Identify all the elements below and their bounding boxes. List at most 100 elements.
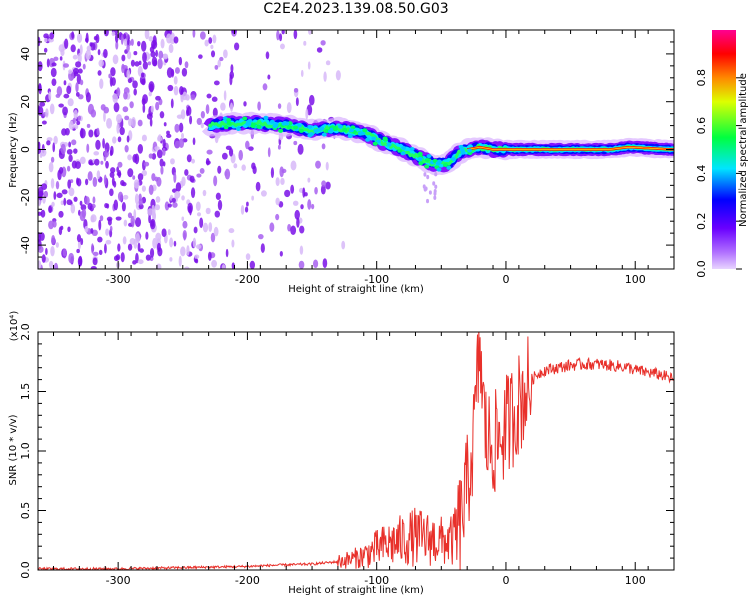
noise-blob (169, 257, 173, 262)
noise-blob (186, 105, 192, 116)
noise-blob (120, 252, 125, 263)
noise-blob (66, 148, 73, 155)
noise-blob (174, 123, 180, 133)
noise-blob (325, 161, 329, 171)
noise-blob (62, 248, 67, 257)
noise-blob (132, 80, 138, 89)
noise-blob (122, 106, 129, 113)
noise-blob (157, 135, 163, 142)
noise-blob (228, 148, 234, 157)
noise-blob (46, 140, 51, 146)
ridge-spot (251, 122, 257, 127)
noise-blob (293, 87, 299, 93)
noise-blob (75, 91, 80, 97)
noise-blob (134, 193, 139, 205)
noise-blob (130, 215, 135, 226)
y-tick-label: 0.0 (19, 561, 32, 579)
noise-blob (117, 243, 121, 252)
noise-blob (184, 169, 189, 176)
noise-blob (77, 115, 82, 121)
noise-blob (220, 102, 226, 111)
ridge-spot (307, 124, 313, 129)
noise-blob (214, 64, 219, 70)
noise-blob (84, 196, 90, 205)
x-tick-label: -200 (235, 574, 260, 587)
noise-blob (60, 200, 64, 206)
noise-blob (132, 154, 138, 163)
ridge-spot (327, 129, 333, 134)
noise-blob (141, 78, 146, 86)
noise-blob (240, 204, 245, 215)
noise-blob (140, 40, 147, 52)
ridge-core-highlight (467, 146, 674, 150)
noise-blob (72, 54, 78, 60)
noise-blob (148, 184, 154, 196)
x-tick-label: -300 (106, 273, 131, 286)
noise-blob (121, 54, 126, 62)
noise-blob (130, 38, 134, 46)
noise-blob (217, 59, 221, 68)
ridge-spot (362, 128, 368, 133)
noise-blob (63, 93, 70, 99)
noise-blob (160, 165, 164, 175)
noise-blob (205, 207, 211, 215)
spectrogram-ridge (201, 111, 674, 204)
ridge-spot (292, 125, 298, 130)
x-tick-label: 0 (502, 273, 509, 286)
noise-blob (161, 228, 167, 238)
noise-blob (40, 209, 46, 218)
snr-multiplier: (x10⁴) (9, 311, 20, 342)
noise-blob (243, 101, 247, 107)
noise-blob (162, 161, 166, 167)
noise-blob (103, 48, 108, 59)
noise-blob (219, 56, 224, 62)
noise-blob (62, 106, 68, 116)
noise-blob (221, 264, 226, 269)
noise-blob (297, 143, 304, 155)
noise-blob (112, 92, 119, 104)
noise-blob (112, 136, 117, 144)
noise-blob (116, 123, 120, 134)
noise-blob (88, 159, 94, 166)
noise-blob (181, 67, 188, 77)
noise-blob (207, 251, 212, 261)
noise-blob (142, 51, 147, 63)
noise-blob (164, 201, 170, 211)
noise-blob (131, 116, 136, 128)
ridge-spot (313, 129, 319, 134)
noise-blob (51, 234, 56, 245)
noise-blob (196, 117, 202, 125)
y-tick-label: 2.0 (19, 323, 32, 341)
noise-blob (92, 196, 96, 204)
noise-blob (49, 32, 55, 40)
noise-blob (76, 248, 80, 254)
noise-blob (63, 197, 67, 206)
noise-blob (95, 33, 100, 44)
noise-blob (206, 149, 213, 155)
noise-blob (322, 258, 328, 269)
noise-blob (115, 40, 119, 50)
noise-blob (45, 247, 48, 256)
ridge-spot (348, 128, 354, 133)
tail-spot (434, 172, 438, 177)
noise-blob (173, 240, 177, 247)
noise-blob (38, 147, 42, 155)
noise-blob (87, 171, 93, 181)
noise-blob (78, 68, 83, 74)
noise-blob (39, 101, 46, 107)
noise-blob (56, 192, 63, 199)
noise-blob (150, 105, 155, 113)
noise-blob (97, 49, 101, 56)
ridge-spot (459, 148, 465, 153)
noise-blob (109, 188, 114, 197)
noise-blob (305, 108, 309, 120)
spectrogram-ylabel: Frequency (Hz) (8, 112, 19, 188)
ridge-spot (436, 167, 442, 172)
noise-blob (148, 153, 154, 159)
noise-blob (124, 145, 129, 153)
y-tick-label: 0.5 (19, 502, 32, 520)
noise-blob (133, 51, 138, 56)
noise-blob (149, 247, 155, 258)
noise-blob (51, 78, 57, 86)
noise-blob (281, 30, 285, 35)
